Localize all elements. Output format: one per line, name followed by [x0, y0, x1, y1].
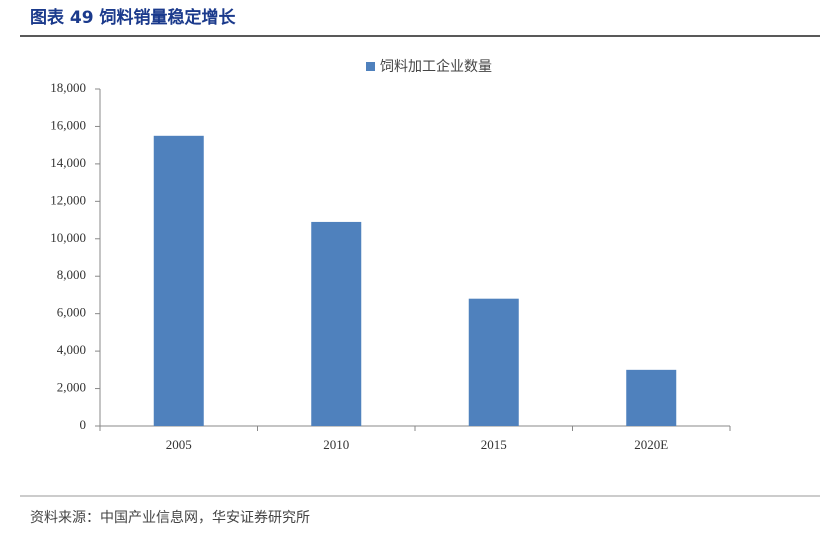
y-tick-label: 12,000 — [50, 192, 86, 207]
x-tick-label: 2020E — [634, 437, 668, 452]
y-tick-label: 2,000 — [57, 380, 86, 395]
x-tick-label: 2015 — [481, 437, 507, 452]
y-tick-label: 10,000 — [50, 230, 86, 245]
legend-swatch — [366, 62, 375, 71]
y-tick-label: 0 — [80, 417, 87, 432]
bar — [626, 369, 677, 426]
y-tick-label: 14,000 — [50, 155, 86, 170]
bar — [153, 135, 204, 427]
y-tick-label: 8,000 — [57, 267, 86, 282]
y-tick-label: 4,000 — [57, 342, 86, 357]
y-tick-label: 6,000 — [57, 305, 86, 320]
chart-title: 图表 49 饲料销量稳定增长 — [30, 7, 236, 28]
x-tick-label: 2010 — [323, 437, 349, 452]
source: 资料来源：中国产业信息网，华安证券研究所 — [30, 509, 310, 526]
x-tick-label: 2005 — [166, 437, 192, 452]
bar — [468, 298, 519, 426]
y-tick-label: 18,000 — [50, 80, 86, 95]
y-tick-label: 16,000 — [50, 117, 86, 132]
bar — [311, 221, 362, 426]
legend-label: 饲料加工企业数量 — [380, 58, 492, 75]
